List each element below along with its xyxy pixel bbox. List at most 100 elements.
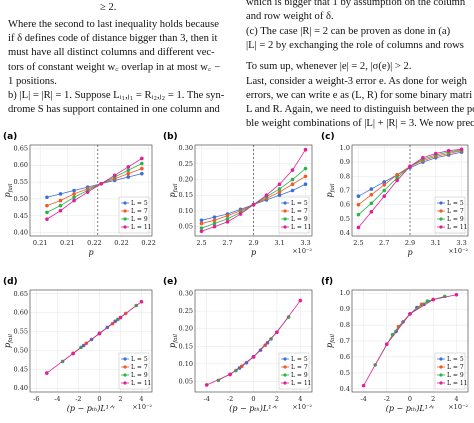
legend-marker	[123, 225, 127, 229]
legend-marker	[123, 365, 127, 369]
y-tick-label: 1.0	[340, 289, 350, 297]
x-tick-label: 0	[251, 395, 255, 403]
data-point	[298, 298, 303, 303]
text-line: and row weight of δ.	[246, 11, 334, 22]
data-point	[356, 202, 361, 207]
x-tick-label: -4	[54, 395, 60, 403]
data-point	[395, 173, 399, 177]
legend-marker	[123, 209, 127, 213]
data-point	[290, 168, 295, 172]
data-point	[395, 178, 399, 183]
data-point	[277, 193, 282, 198]
legend-label: L = 7	[291, 364, 308, 371]
y-tick-label: 0.55	[14, 178, 28, 186]
data-point	[126, 165, 131, 169]
text-line: Where the second to last inequality hold…	[8, 19, 219, 30]
y-tick-label: 0.45	[14, 365, 28, 373]
x-tick-label: 0.21	[60, 239, 74, 247]
data-point	[112, 173, 117, 178]
x-axis-label: p	[251, 248, 256, 257]
x-tick-label: 0.22	[114, 239, 128, 247]
panel-label: (a)	[3, 132, 17, 142]
legend-marker	[439, 373, 443, 377]
data-point	[459, 147, 464, 152]
y-axis-label: pfail	[3, 334, 14, 348]
x-axis-label: (p − pₜₕ)L¹ᐟᵛ	[386, 404, 435, 413]
data-point	[139, 299, 144, 304]
data-point	[419, 302, 424, 307]
legend-label: L = 11	[447, 224, 467, 231]
y-tick-label: 0.15	[179, 342, 193, 350]
data-point	[433, 151, 438, 156]
y-axis-label-main: p	[325, 192, 334, 197]
data-point	[238, 212, 243, 216]
data-point	[126, 171, 131, 176]
x-tick-label: 3.3	[300, 239, 310, 247]
y-tick-label: 0.8	[340, 172, 350, 180]
data-point	[264, 193, 269, 198]
y-tick-label: 0.60	[14, 309, 28, 317]
x-tick-label: 2	[275, 395, 279, 403]
data-point	[45, 217, 49, 221]
legend-marker	[123, 381, 127, 385]
legend-label: L = 5	[131, 200, 148, 207]
legend-marker	[439, 217, 443, 221]
legend-marker	[283, 201, 287, 205]
legend-label: L = 11	[131, 224, 151, 231]
y-tick-label: 0.10	[179, 207, 193, 215]
data-point	[356, 194, 361, 198]
data-point	[356, 225, 361, 230]
x-tick-label: 4	[298, 395, 302, 403]
data-point	[199, 221, 204, 226]
data-point	[290, 177, 295, 182]
data-point	[212, 215, 217, 219]
legend-marker	[123, 357, 127, 361]
data-point	[408, 312, 412, 316]
data-point	[99, 181, 103, 186]
x-tick-label: 3.1	[274, 239, 284, 247]
y-axis-label-main: p	[168, 192, 177, 197]
data-point	[277, 190, 282, 194]
legend-marker	[439, 365, 443, 369]
y-tick-label: 0.65	[14, 290, 28, 298]
data-point	[277, 187, 282, 191]
legend-label: L = 5	[447, 356, 464, 363]
data-point	[45, 203, 49, 208]
y-axis-label-sub: fail	[8, 334, 14, 344]
legend-marker	[439, 209, 443, 213]
data-point	[85, 190, 90, 194]
x-multiplier: ×10⁻²	[132, 403, 152, 411]
data-point	[45, 195, 49, 200]
data-point	[45, 210, 49, 215]
x-multiplier: ×10⁻²	[448, 247, 468, 255]
text-line: errors, we can write e as (L, R) for som…	[246, 90, 472, 101]
legend-label: L = 11	[291, 224, 311, 231]
data-point	[277, 182, 282, 187]
legend-label: L = 11	[291, 380, 311, 387]
data-point	[303, 147, 308, 152]
legend-label: L = 5	[291, 200, 308, 207]
legend-marker	[283, 365, 287, 369]
y-tick-label: 0.4	[340, 385, 350, 393]
y-tick-label: 0.50	[14, 195, 28, 203]
y-tick-label: 0.25	[179, 160, 193, 168]
series-line	[46, 173, 142, 198]
data-point	[97, 331, 102, 336]
data-point	[251, 202, 256, 207]
y-tick-label: 0.8	[340, 321, 350, 329]
panel-label: (f)	[321, 277, 333, 287]
legend-label: L = 7	[291, 208, 308, 215]
data-point	[199, 226, 204, 230]
data-point	[212, 221, 217, 226]
data-point	[446, 148, 451, 153]
data-point	[425, 299, 430, 303]
y-tick-label: 0.30	[179, 290, 193, 298]
legend-label: L = 5	[131, 356, 148, 363]
x-tick-label: -4	[360, 395, 366, 403]
text-line: L and R. Again, we need to distinguish b…	[246, 104, 474, 115]
y-tick-label: 0.9	[340, 305, 350, 313]
text-line: b) |L| = |R| = 1. Suppose Lᵢ₁,ⱼ₁ = Rᵢ₂,ⱼ…	[8, 90, 225, 101]
data-point	[71, 351, 75, 356]
